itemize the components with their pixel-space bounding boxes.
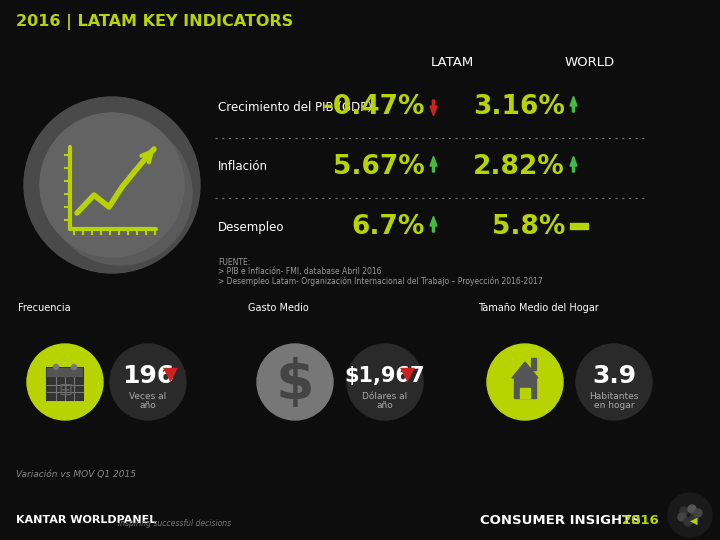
Polygon shape: [570, 157, 577, 172]
Text: Inflación: Inflación: [218, 160, 268, 173]
Text: 6.7%: 6.7%: [351, 214, 425, 240]
Text: $1,967: $1,967: [345, 366, 426, 386]
Polygon shape: [512, 362, 538, 378]
Circle shape: [684, 518, 692, 526]
Text: 5.67%: 5.67%: [333, 154, 425, 180]
Bar: [47, 368, 83, 400]
Text: KANTAR WORLDPANEL: KANTAR WORLDPANEL: [16, 515, 156, 525]
Polygon shape: [430, 100, 437, 116]
Circle shape: [257, 344, 333, 420]
Circle shape: [40, 113, 184, 257]
Text: 5.8%: 5.8%: [492, 214, 565, 240]
Polygon shape: [430, 157, 437, 172]
Text: Dólares al: Dólares al: [362, 392, 408, 401]
Text: > PIB e Inflación- FMI, database Abril 2016: > PIB e Inflación- FMI, database Abril 2…: [218, 267, 382, 276]
Circle shape: [110, 344, 186, 420]
Bar: [47, 368, 83, 377]
Text: 196: 196: [122, 364, 174, 388]
Circle shape: [71, 364, 76, 369]
Circle shape: [53, 364, 58, 369]
Text: Desempleo: Desempleo: [218, 220, 284, 233]
Circle shape: [347, 344, 423, 420]
Text: CONSUMER INSIGHTS: CONSUMER INSIGHTS: [480, 514, 641, 526]
Text: año: año: [140, 401, 156, 410]
Text: Tamaño Medio del Hogar: Tamaño Medio del Hogar: [478, 303, 599, 313]
Circle shape: [48, 121, 192, 265]
Bar: [520, 388, 530, 398]
Text: ▼: ▼: [163, 364, 178, 383]
Text: ▼: ▼: [400, 364, 415, 383]
Text: 2.82%: 2.82%: [473, 154, 565, 180]
Text: LATAM: LATAM: [431, 56, 474, 69]
Bar: [531, 358, 536, 370]
Text: 2016 | LATAM KEY INDICATORS: 2016 | LATAM KEY INDICATORS: [16, 14, 293, 30]
Bar: [570, 223, 588, 229]
Circle shape: [678, 513, 686, 521]
Text: FUENTE:: FUENTE:: [218, 258, 251, 267]
Text: Habitantes: Habitantes: [589, 392, 639, 401]
Text: Gasto Medio: Gasto Medio: [248, 303, 309, 313]
Circle shape: [668, 493, 712, 537]
Circle shape: [27, 344, 103, 420]
Text: 3.16%: 3.16%: [473, 94, 565, 120]
Text: ⊞: ⊞: [58, 381, 72, 399]
Bar: [514, 378, 536, 398]
Circle shape: [680, 507, 688, 515]
Text: en hogar: en hogar: [594, 401, 634, 410]
Text: Frecuencia: Frecuencia: [18, 303, 71, 313]
Text: WORLD: WORLD: [565, 56, 615, 69]
Text: Variación vs MOV Q1 2015: Variación vs MOV Q1 2015: [16, 469, 136, 478]
Text: $: $: [276, 357, 315, 411]
Polygon shape: [570, 97, 577, 112]
Text: -0.47%: -0.47%: [323, 94, 425, 120]
Text: ◀: ◀: [690, 516, 698, 526]
Text: Crecimiento del PIB (GDP): Crecimiento del PIB (GDP): [218, 100, 372, 113]
Text: año: año: [377, 401, 393, 410]
Circle shape: [576, 344, 652, 420]
Polygon shape: [430, 217, 437, 232]
Text: 2016: 2016: [622, 514, 659, 526]
Text: > Desempleo Latam- Organización Internacional del Trabajo – Proyección 2016-2017: > Desempleo Latam- Organización Internac…: [218, 276, 543, 286]
Text: inspiring successful decisions: inspiring successful decisions: [118, 519, 231, 529]
Text: 3.9: 3.9: [592, 364, 636, 388]
Circle shape: [688, 505, 696, 513]
Circle shape: [690, 514, 698, 522]
Text: Veces al: Veces al: [130, 392, 166, 401]
Circle shape: [487, 344, 563, 420]
Circle shape: [694, 509, 702, 517]
Circle shape: [24, 97, 200, 273]
